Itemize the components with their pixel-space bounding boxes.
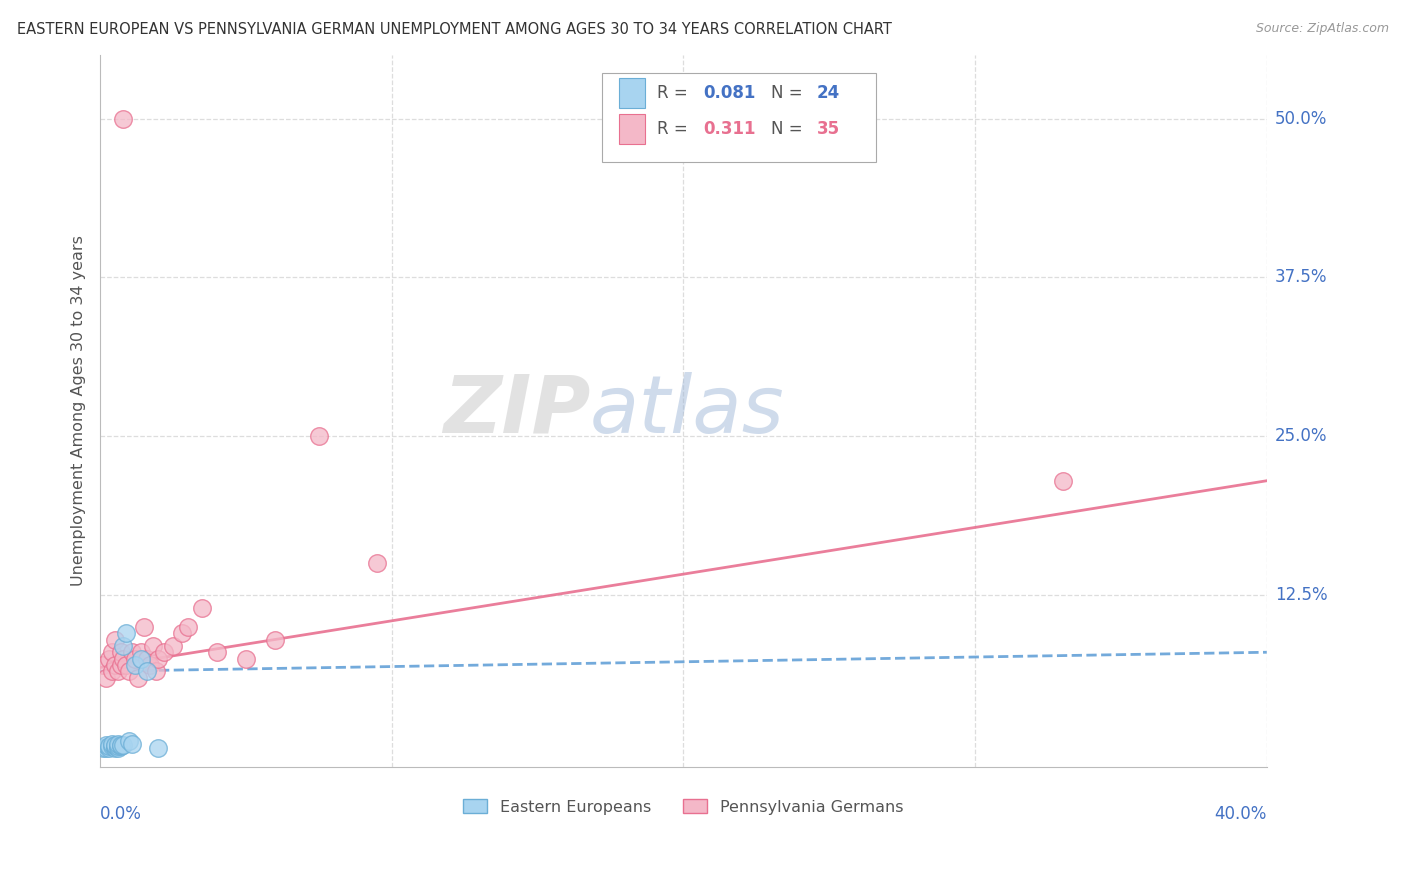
Point xyxy=(121,737,143,751)
Point xyxy=(170,626,193,640)
Point xyxy=(107,737,129,751)
Text: R =: R = xyxy=(657,84,693,102)
Point xyxy=(121,645,143,659)
Point xyxy=(107,665,129,679)
Point xyxy=(104,740,127,755)
Point xyxy=(127,671,149,685)
Text: Source: ZipAtlas.com: Source: ZipAtlas.com xyxy=(1256,22,1389,36)
Point xyxy=(115,657,138,672)
Point xyxy=(176,620,198,634)
Point xyxy=(205,645,228,659)
Point xyxy=(366,557,388,571)
Text: 12.5%: 12.5% xyxy=(1275,586,1327,604)
Point xyxy=(264,632,287,647)
Point xyxy=(112,738,135,752)
Text: atlas: atlas xyxy=(591,372,785,450)
Point xyxy=(129,645,152,659)
Point xyxy=(138,657,160,672)
Text: 24: 24 xyxy=(817,84,839,102)
Point xyxy=(135,665,157,679)
Point xyxy=(308,429,330,443)
Point xyxy=(107,739,129,754)
Point xyxy=(91,740,114,755)
Point xyxy=(104,632,127,647)
Point xyxy=(112,639,135,653)
Text: R =: R = xyxy=(657,120,693,137)
Point xyxy=(104,739,127,754)
Point xyxy=(145,665,167,679)
Point xyxy=(153,645,176,659)
Text: N =: N = xyxy=(770,84,808,102)
Legend: Eastern Europeans, Pennsylvania Germans: Eastern Europeans, Pennsylvania Germans xyxy=(456,791,911,822)
Point xyxy=(110,645,132,659)
Point xyxy=(112,112,135,126)
Text: ZIP: ZIP xyxy=(443,372,591,450)
Y-axis label: Unemployment Among Ages 30 to 34 years: Unemployment Among Ages 30 to 34 years xyxy=(72,235,86,586)
Point xyxy=(118,734,141,748)
Point xyxy=(135,651,157,665)
Text: 25.0%: 25.0% xyxy=(1275,427,1327,445)
Point xyxy=(110,739,132,754)
Point xyxy=(101,737,124,751)
Point xyxy=(124,657,146,672)
Point xyxy=(101,739,124,754)
Point xyxy=(132,620,155,634)
Point xyxy=(124,651,146,665)
Point xyxy=(97,651,120,665)
Text: 0.311: 0.311 xyxy=(703,120,756,137)
Point xyxy=(191,600,214,615)
Text: 35: 35 xyxy=(817,120,839,137)
FancyBboxPatch shape xyxy=(619,78,645,108)
Point xyxy=(97,739,120,754)
Point xyxy=(104,738,127,752)
Point xyxy=(148,651,170,665)
Point xyxy=(112,651,135,665)
Point xyxy=(104,657,127,672)
Point xyxy=(235,651,257,665)
Point xyxy=(148,740,170,755)
Text: 0.081: 0.081 xyxy=(703,84,755,102)
Point xyxy=(115,626,138,640)
Point xyxy=(118,665,141,679)
Text: N =: N = xyxy=(770,120,808,137)
Point xyxy=(94,738,117,752)
Point xyxy=(1052,474,1074,488)
Point xyxy=(97,740,120,755)
Point xyxy=(94,740,117,755)
FancyBboxPatch shape xyxy=(619,113,645,144)
Text: EASTERN EUROPEAN VS PENNSYLVANIA GERMAN UNEMPLOYMENT AMONG AGES 30 TO 34 YEARS C: EASTERN EUROPEAN VS PENNSYLVANIA GERMAN … xyxy=(17,22,891,37)
Point xyxy=(107,740,129,755)
Point xyxy=(110,657,132,672)
Point xyxy=(101,645,124,659)
Point xyxy=(142,639,165,653)
Text: 37.5%: 37.5% xyxy=(1275,268,1327,286)
Text: 40.0%: 40.0% xyxy=(1215,805,1267,823)
FancyBboxPatch shape xyxy=(602,73,876,161)
Point xyxy=(129,651,152,665)
Point xyxy=(91,657,114,672)
Text: 0.0%: 0.0% xyxy=(100,805,142,823)
Point xyxy=(162,639,184,653)
Point xyxy=(110,738,132,752)
Point xyxy=(101,665,124,679)
Text: 50.0%: 50.0% xyxy=(1275,110,1327,128)
Point xyxy=(94,671,117,685)
